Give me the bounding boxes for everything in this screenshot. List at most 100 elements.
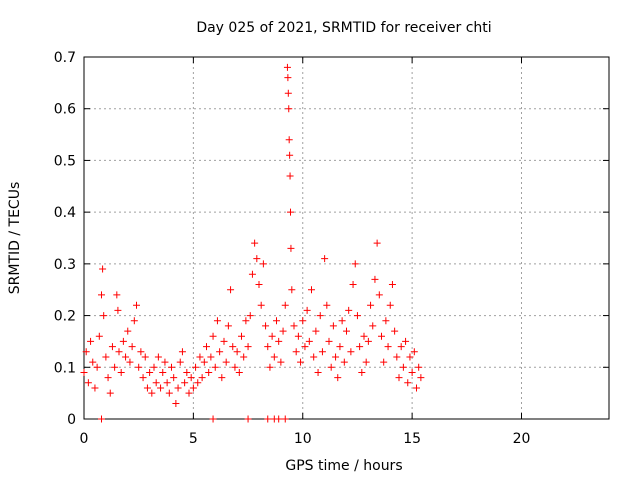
data-point [340, 358, 348, 366]
data-point [122, 353, 130, 361]
data-point [141, 353, 149, 361]
data-point [178, 348, 186, 356]
data-point [238, 332, 245, 340]
x-tick-label: 20 [513, 431, 531, 447]
data-point [299, 317, 307, 325]
data-point [329, 322, 337, 330]
data-point [159, 368, 167, 376]
y-tick-label: 0 [67, 412, 76, 428]
data-point [310, 353, 318, 361]
data-point [281, 415, 289, 423]
data-point [251, 239, 259, 247]
y-tick-label: 0.7 [54, 50, 76, 66]
data-point [384, 343, 392, 351]
data-point [220, 337, 228, 345]
data-point [281, 301, 289, 309]
data-point [150, 363, 158, 371]
data-point [277, 358, 285, 366]
data-point [301, 343, 309, 351]
data-point [287, 244, 295, 252]
data-point [327, 363, 335, 371]
data-point [91, 384, 99, 392]
data-point [382, 317, 390, 325]
data-point [356, 343, 364, 351]
data-point [417, 374, 425, 382]
data-point [114, 306, 122, 314]
y-tick-label: 0.3 [54, 257, 76, 273]
data-point [279, 327, 287, 335]
data-point [148, 389, 156, 397]
data-point [325, 337, 333, 345]
data-point [108, 343, 116, 351]
data-point [297, 358, 305, 366]
plot-frame [83, 56, 610, 420]
data-point [192, 363, 200, 371]
x-tick-label: 0 [80, 431, 89, 447]
data-point [185, 389, 193, 397]
data-point [209, 332, 217, 340]
data-point [395, 374, 403, 382]
data-point [413, 384, 420, 392]
data-point [133, 301, 140, 309]
data-point [285, 105, 293, 113]
data-point [375, 291, 383, 299]
data-point [84, 379, 92, 387]
data-point [316, 312, 324, 320]
data-point [303, 306, 311, 314]
data-point [318, 348, 326, 356]
data-point [321, 255, 329, 263]
data-point [362, 358, 370, 366]
data-point [364, 337, 372, 345]
data-point [205, 368, 213, 376]
data-point [323, 301, 331, 309]
data-point [253, 255, 261, 263]
data-point [187, 374, 195, 382]
data-point [165, 389, 173, 397]
data-point [235, 368, 243, 376]
data-point [270, 353, 278, 361]
data-point [343, 327, 350, 335]
data-point [410, 348, 418, 356]
data-point [242, 317, 250, 325]
data-point [262, 322, 270, 330]
data-point [286, 172, 294, 180]
data-point [222, 358, 230, 366]
data-point [80, 368, 88, 376]
data-point [207, 353, 215, 361]
data-point [345, 306, 353, 314]
data-point [268, 332, 276, 340]
data-point [100, 312, 108, 320]
data-point [255, 281, 263, 289]
grid [84, 57, 609, 419]
data-point [259, 260, 267, 268]
data-point [126, 358, 134, 366]
data-point [273, 317, 280, 325]
data-point [393, 353, 401, 361]
y-tick-label: 0.2 [54, 309, 76, 325]
data-point [358, 368, 366, 376]
data-point [196, 353, 204, 361]
data-point [157, 384, 165, 392]
data-point [332, 353, 340, 361]
data-point [229, 343, 237, 351]
data-point [82, 348, 90, 356]
data-point [351, 260, 359, 268]
data-point [380, 358, 388, 366]
data-point [93, 363, 101, 371]
data-point [111, 363, 119, 371]
data-points [80, 63, 425, 423]
data-point [128, 343, 136, 351]
data-point [183, 368, 191, 376]
data-point [194, 379, 202, 387]
data-point [308, 286, 315, 294]
data-point [378, 332, 385, 340]
axis-ticks: 0 5 10 15 20 0 0.1 0.2 0.3 0.4 0.5 0.6 0.7 [54, 50, 609, 447]
data-point [244, 343, 252, 351]
data-point [213, 317, 221, 325]
data-point [200, 358, 208, 366]
data-point [399, 363, 407, 371]
data-point [284, 74, 292, 82]
x-axis-label: GPS time / hours [285, 458, 402, 474]
data-point [334, 374, 342, 382]
